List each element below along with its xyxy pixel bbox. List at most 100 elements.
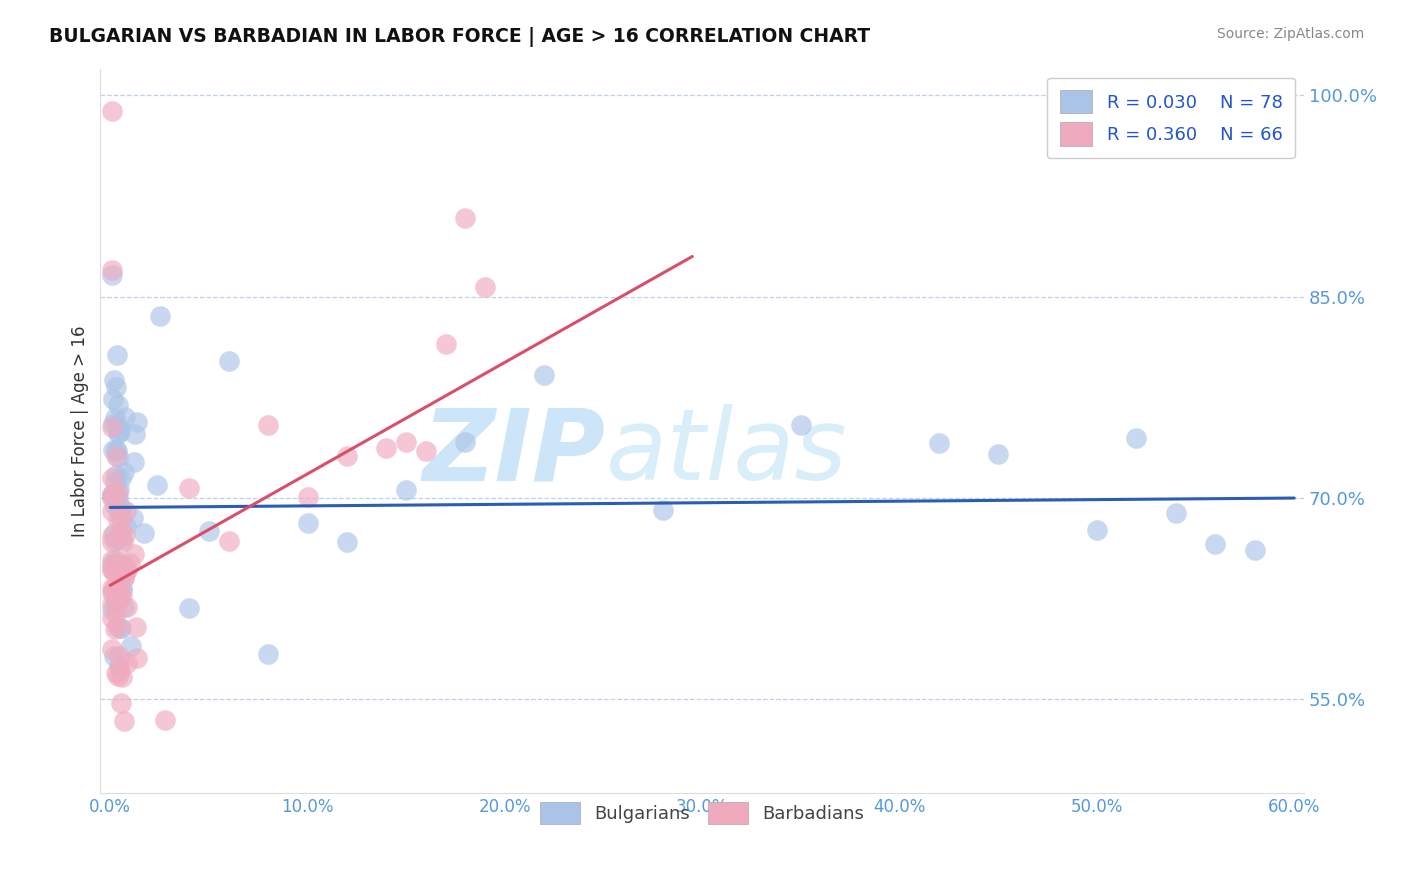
Point bbox=[110, 621, 132, 635]
Point bbox=[218, 354, 240, 368]
Point bbox=[146, 478, 169, 492]
Point bbox=[122, 548, 145, 562]
Point bbox=[103, 525, 125, 540]
Point bbox=[108, 586, 131, 600]
Point bbox=[103, 443, 125, 458]
Point bbox=[121, 511, 143, 525]
Point bbox=[101, 491, 124, 505]
Point bbox=[110, 697, 132, 711]
Point bbox=[104, 449, 127, 463]
Point bbox=[105, 591, 128, 605]
Point bbox=[115, 564, 138, 578]
Point bbox=[115, 656, 138, 670]
Point bbox=[114, 559, 136, 574]
Point bbox=[1243, 543, 1265, 558]
Point bbox=[105, 442, 128, 457]
Point bbox=[105, 417, 128, 432]
Point bbox=[105, 443, 128, 458]
Point bbox=[125, 415, 148, 429]
Point bbox=[101, 586, 124, 600]
Point bbox=[114, 519, 136, 533]
Point bbox=[105, 489, 128, 503]
Point bbox=[111, 532, 134, 546]
Point bbox=[115, 563, 138, 577]
Point bbox=[107, 482, 129, 496]
Point bbox=[198, 524, 221, 538]
Point bbox=[111, 589, 134, 603]
Point bbox=[111, 670, 134, 684]
Point bbox=[104, 665, 127, 680]
Point bbox=[105, 348, 128, 362]
Point bbox=[395, 435, 418, 450]
Point bbox=[101, 641, 124, 656]
Point bbox=[257, 417, 280, 432]
Point bbox=[104, 558, 127, 572]
Point bbox=[112, 570, 135, 584]
Point bbox=[101, 490, 124, 504]
Point bbox=[114, 564, 136, 578]
Text: atlas: atlas bbox=[606, 404, 848, 501]
Point bbox=[107, 594, 129, 608]
Text: Source: ZipAtlas.com: Source: ZipAtlas.com bbox=[1216, 27, 1364, 41]
Legend: Bulgarians, Barbadians: Bulgarians, Barbadians bbox=[530, 791, 875, 835]
Point bbox=[114, 409, 136, 424]
Point bbox=[112, 714, 135, 729]
Point bbox=[1085, 523, 1108, 537]
Point bbox=[101, 486, 124, 500]
Point bbox=[257, 647, 280, 661]
Point bbox=[104, 500, 127, 514]
Point bbox=[122, 454, 145, 468]
Point bbox=[107, 555, 129, 569]
Text: BULGARIAN VS BARBADIAN IN LABOR FORCE | AGE > 16 CORRELATION CHART: BULGARIAN VS BARBADIAN IN LABOR FORCE | … bbox=[49, 27, 870, 46]
Point bbox=[987, 447, 1010, 461]
Point bbox=[111, 582, 134, 597]
Point bbox=[125, 620, 148, 634]
Text: ZIP: ZIP bbox=[423, 404, 606, 501]
Point bbox=[103, 648, 125, 663]
Point bbox=[112, 600, 135, 615]
Point bbox=[336, 450, 359, 464]
Point bbox=[134, 526, 156, 541]
Point bbox=[104, 578, 127, 592]
Point bbox=[110, 511, 132, 525]
Point bbox=[104, 622, 127, 636]
Point bbox=[101, 560, 124, 574]
Point bbox=[454, 434, 477, 449]
Point bbox=[104, 380, 127, 394]
Point bbox=[108, 621, 131, 635]
Point bbox=[108, 659, 131, 673]
Point bbox=[101, 419, 124, 434]
Point bbox=[179, 481, 201, 495]
Point bbox=[101, 488, 124, 502]
Point bbox=[101, 263, 124, 277]
Point bbox=[790, 417, 813, 432]
Point bbox=[125, 651, 148, 665]
Point bbox=[101, 553, 124, 567]
Point bbox=[101, 268, 124, 283]
Point bbox=[101, 583, 124, 598]
Point bbox=[101, 563, 124, 577]
Point bbox=[112, 571, 135, 585]
Point bbox=[434, 336, 457, 351]
Y-axis label: In Labor Force | Age > 16: In Labor Force | Age > 16 bbox=[72, 326, 89, 537]
Point bbox=[108, 425, 131, 440]
Point bbox=[101, 535, 124, 549]
Point bbox=[124, 427, 146, 442]
Point bbox=[395, 483, 418, 498]
Point bbox=[107, 513, 129, 527]
Point bbox=[474, 279, 496, 293]
Point bbox=[101, 470, 124, 484]
Point bbox=[105, 606, 128, 620]
Point bbox=[104, 553, 127, 567]
Point bbox=[454, 211, 477, 225]
Point bbox=[107, 485, 129, 500]
Point bbox=[103, 565, 125, 579]
Point bbox=[105, 619, 128, 633]
Point bbox=[114, 560, 136, 574]
Point bbox=[105, 592, 128, 607]
Point bbox=[297, 516, 319, 530]
Point bbox=[533, 368, 555, 383]
Point bbox=[103, 410, 125, 425]
Point bbox=[297, 490, 319, 504]
Point bbox=[105, 557, 128, 571]
